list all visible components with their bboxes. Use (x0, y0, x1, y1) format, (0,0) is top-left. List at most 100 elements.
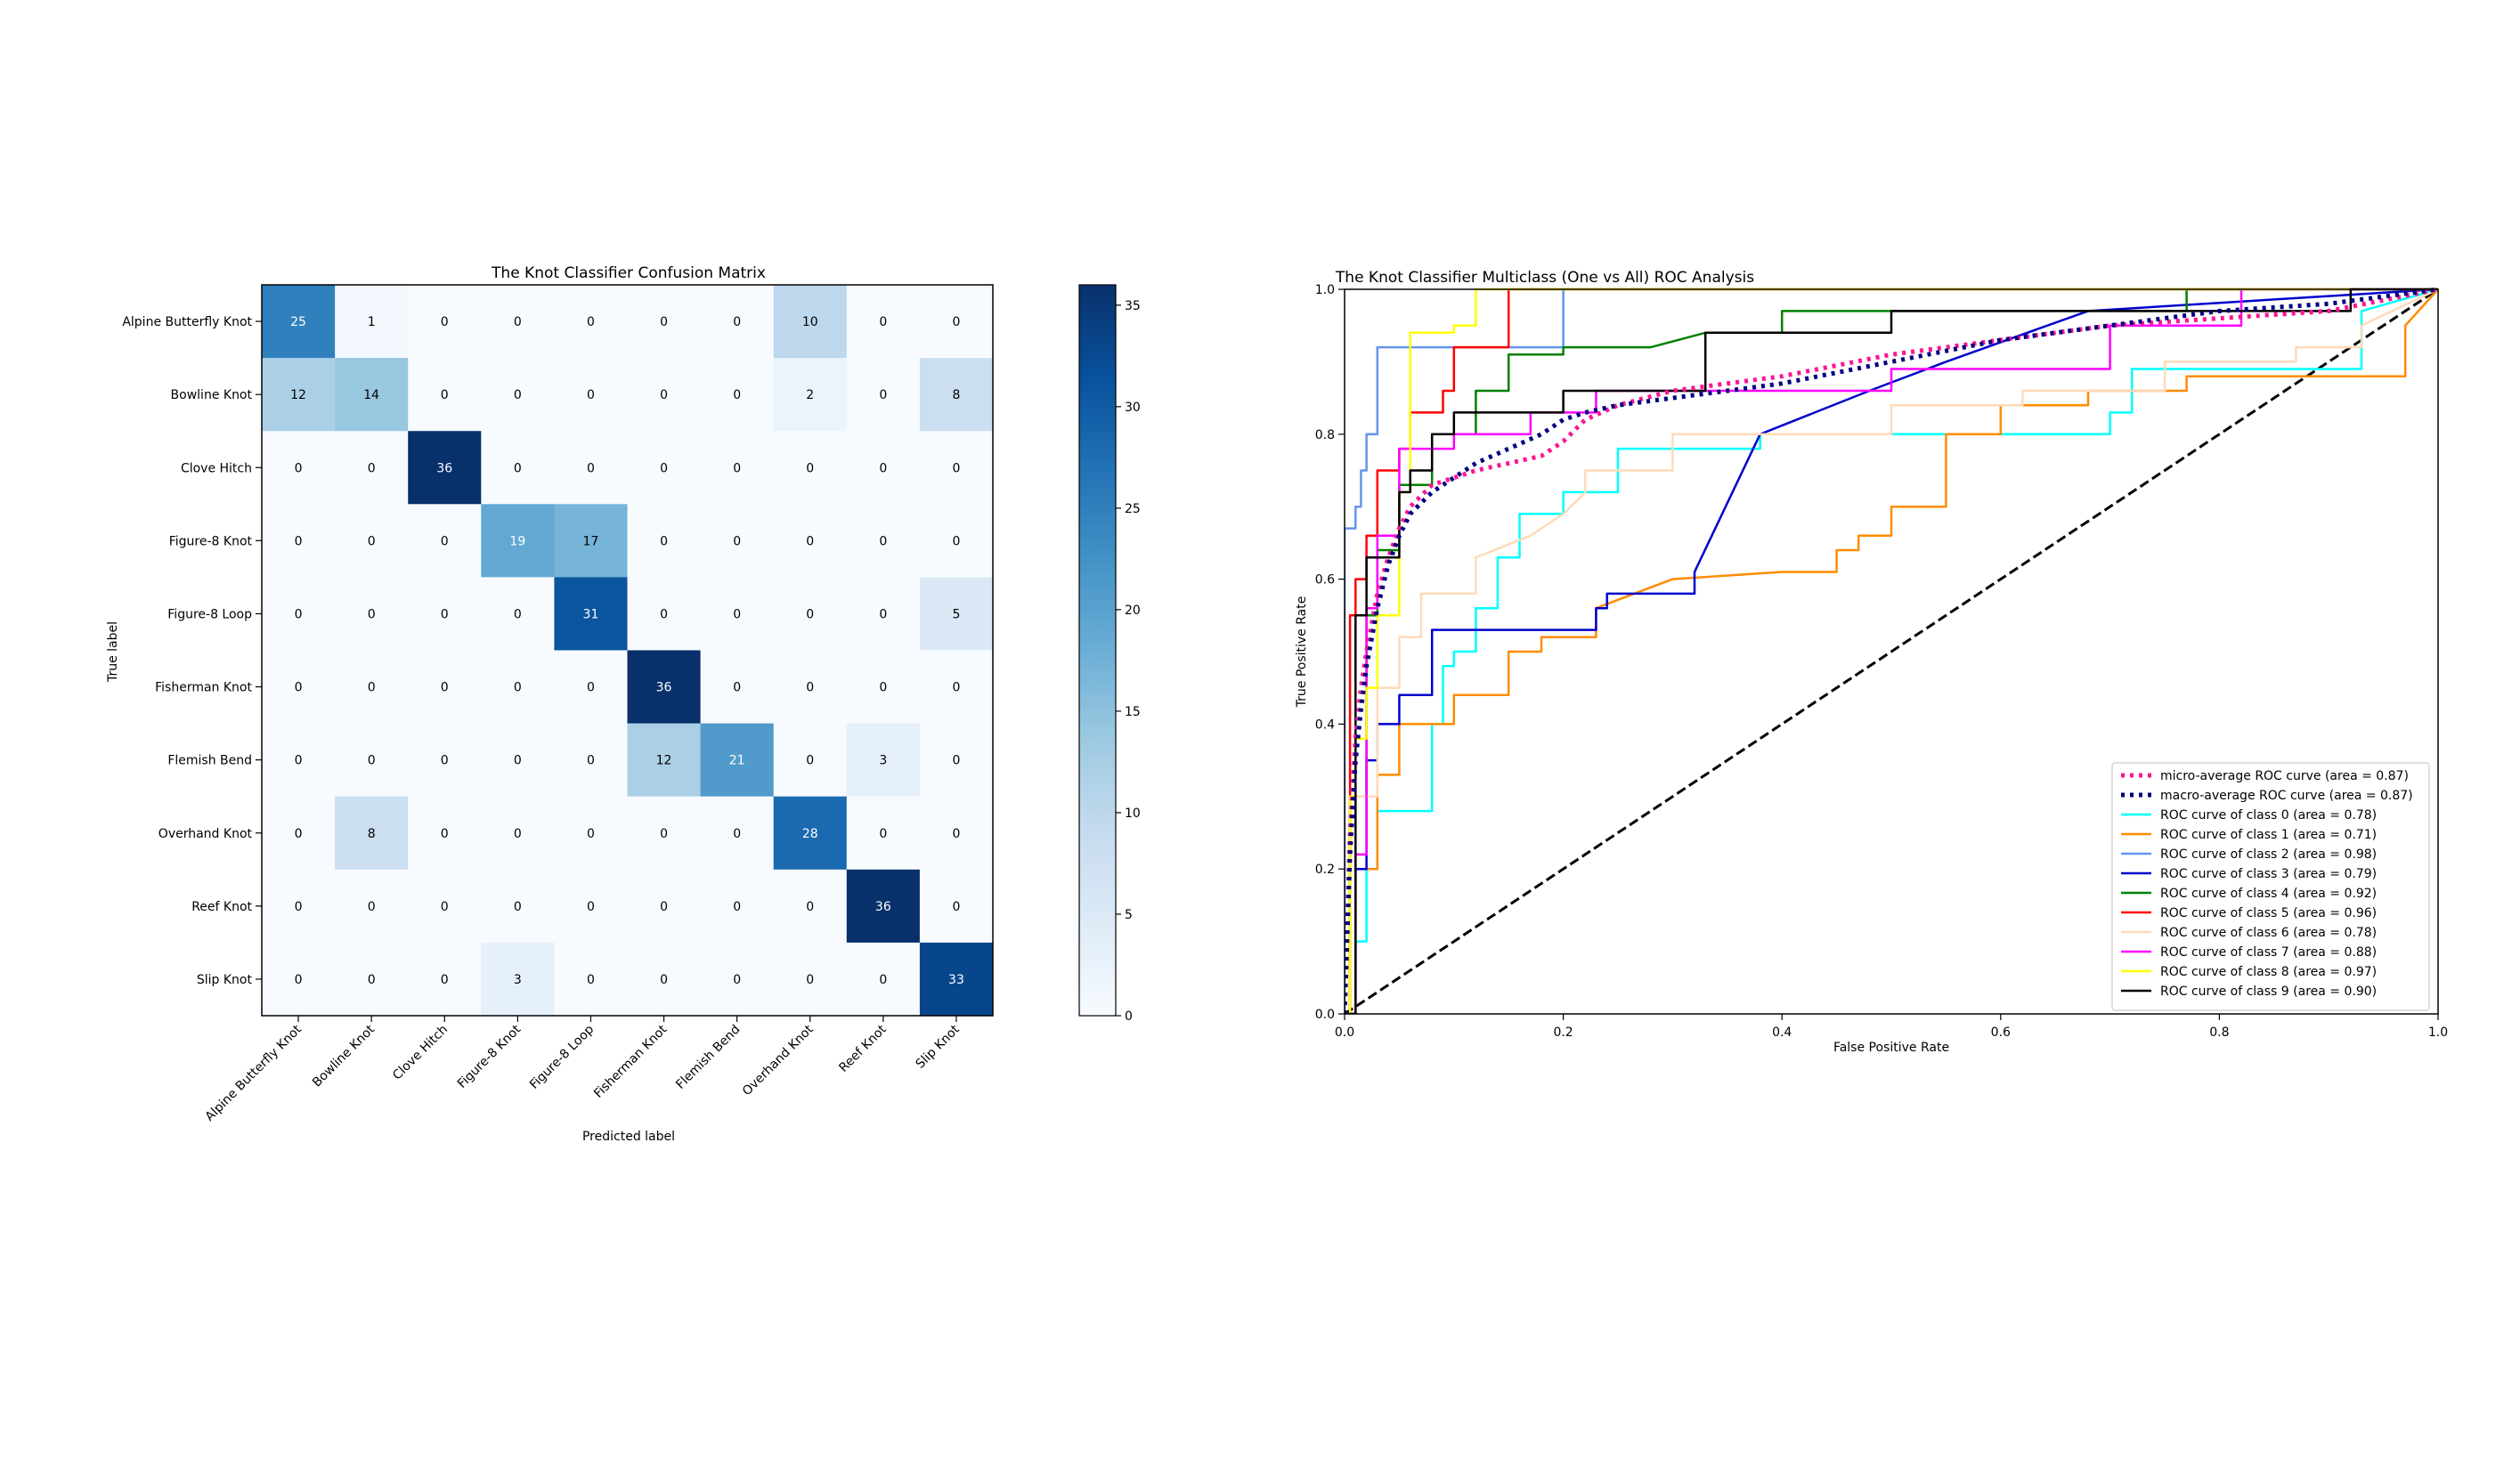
matrix-cell-value: 12 (290, 388, 306, 402)
x-tick-label: 0.0 (1335, 1025, 1354, 1040)
legend-entry: ROC curve of class 4 (area = 0.92) (2160, 887, 2377, 901)
matrix-cell (773, 577, 848, 651)
matrix-cell-value: 0 (733, 388, 741, 402)
matrix-cell-value: 0 (368, 973, 376, 987)
confusion-matrix-row-labels: Alpine Butterfly Knot Bowline Knot Clove H… (122, 315, 262, 987)
matrix-cell (262, 431, 336, 505)
colorbar-tick-label: 30 (1125, 401, 1141, 415)
matrix-cell (481, 431, 555, 505)
matrix-cell (335, 358, 409, 432)
row-label: Figure-8 Loop (167, 607, 252, 621)
matrix-cell-value: 12 (656, 754, 672, 768)
matrix-cell-value: 0 (514, 681, 522, 695)
matrix-cell-value: 0 (733, 973, 741, 987)
legend-entry: ROC curve of class 9 (area = 0.90) (2160, 985, 2377, 999)
matrix-cell (627, 431, 702, 505)
matrix-cell (335, 431, 409, 505)
matrix-cell-value: 0 (295, 900, 303, 914)
matrix-cell (335, 650, 409, 725)
row-label: Flemish Bend (167, 754, 252, 768)
matrix-cell-value: 0 (441, 900, 449, 914)
matrix-cell (335, 869, 409, 944)
matrix-cell-value: 0 (514, 315, 522, 329)
matrix-cell (627, 358, 702, 432)
colorbar-tick-label: 5 (1125, 908, 1133, 922)
column-label: Alpine Butterfly Knot (203, 1022, 305, 1124)
matrix-cell-value: 0 (879, 827, 887, 841)
x-tick-label: 0.2 (1553, 1025, 1573, 1040)
roc-y-axis-label: True Positive Rate (1295, 596, 1309, 709)
x-tick-label: 0.8 (2209, 1025, 2229, 1040)
roc-curve (1345, 288, 2439, 1014)
matrix-cell-value: 33 (948, 973, 964, 987)
matrix-cell (919, 504, 994, 578)
matrix-cell (773, 723, 848, 798)
confusion-matrix-chart: The Knot Classifier Confusion Matrix 25 1… (106, 264, 1141, 1144)
matrix-cell (773, 650, 848, 725)
matrix-cell (554, 942, 628, 1017)
matrix-cell-value: 0 (879, 315, 887, 329)
matrix-cell-value: 0 (587, 973, 595, 987)
matrix-cell (408, 942, 482, 1017)
matrix-cell (554, 504, 628, 578)
matrix-cell-value: 0 (879, 388, 887, 402)
matrix-cell-value: 0 (660, 900, 668, 914)
matrix-cell-value: 8 (952, 388, 960, 402)
chance-diagonal (1345, 288, 2439, 1014)
row-label: Slip Knot (197, 973, 253, 987)
matrix-cell-value: 0 (952, 900, 960, 914)
matrix-cell-value: 0 (806, 900, 814, 914)
matrix-cell-value: 0 (660, 461, 668, 475)
matrix-cell-value: 36 (436, 461, 452, 475)
matrix-cell (554, 723, 628, 798)
matrix-cell (773, 504, 848, 578)
legend-entry: ROC curve of class 1 (area = 0.71) (2160, 828, 2377, 842)
matrix-cell-value: 0 (587, 681, 595, 695)
matrix-frame (261, 284, 994, 1017)
matrix-cell (846, 723, 921, 798)
colorbar-tick-label: 20 (1125, 604, 1141, 618)
y-tick-label: 1.0 (1315, 283, 1335, 297)
matrix-cell (846, 504, 921, 578)
matrix-cell-value: 0 (806, 754, 814, 768)
legend-entry: ROC curve of class 5 (area = 0.96) (2160, 906, 2377, 920)
roc-x-axis-label: False Positive Rate (1833, 1041, 1949, 1055)
matrix-cell-value: 28 (802, 827, 818, 841)
matrix-cell (481, 358, 555, 432)
matrix-cell-value: 0 (660, 315, 668, 329)
matrix-cell (481, 504, 555, 578)
matrix-cell-value: 14 (363, 388, 379, 402)
matrix-cell-value: 0 (295, 973, 303, 987)
matrix-cell-value: 0 (587, 827, 595, 841)
matrix-cell-value: 0 (733, 827, 741, 841)
row-label: Bowline Knot (171, 388, 253, 402)
legend-entry: micro-average ROC curve (area = 0.87) (2160, 769, 2409, 783)
roc-curve (1345, 288, 2439, 1014)
matrix-cell-value: 2 (806, 388, 814, 402)
matrix-cell-value: 0 (441, 534, 449, 548)
row-label: Overhand Knot (159, 827, 253, 841)
matrix-cell-value: 0 (806, 461, 814, 475)
matrix-cell (481, 650, 555, 725)
matrix-cell (408, 358, 482, 432)
matrix-cell-value: 0 (660, 607, 668, 621)
matrix-cell (700, 650, 775, 725)
matrix-cell-value: 0 (733, 900, 741, 914)
matrix-cell (481, 796, 555, 871)
matrix-cell-value: 0 (952, 315, 960, 329)
matrix-cell (481, 285, 555, 359)
column-label: Bowline Knot (310, 1022, 378, 1090)
matrix-cell-value: 0 (806, 973, 814, 987)
matrix-cell (846, 869, 921, 944)
matrix-cell (700, 358, 775, 432)
matrix-cell (919, 942, 994, 1017)
matrix-cell (554, 431, 628, 505)
matrix-cell (700, 869, 775, 944)
matrix-cell (700, 504, 775, 578)
matrix-cell (262, 358, 336, 432)
matrix-cell (700, 942, 775, 1017)
matrix-cell (700, 285, 775, 359)
matrix-cell-value: 0 (660, 388, 668, 402)
matrix-cell-value: 0 (587, 315, 595, 329)
